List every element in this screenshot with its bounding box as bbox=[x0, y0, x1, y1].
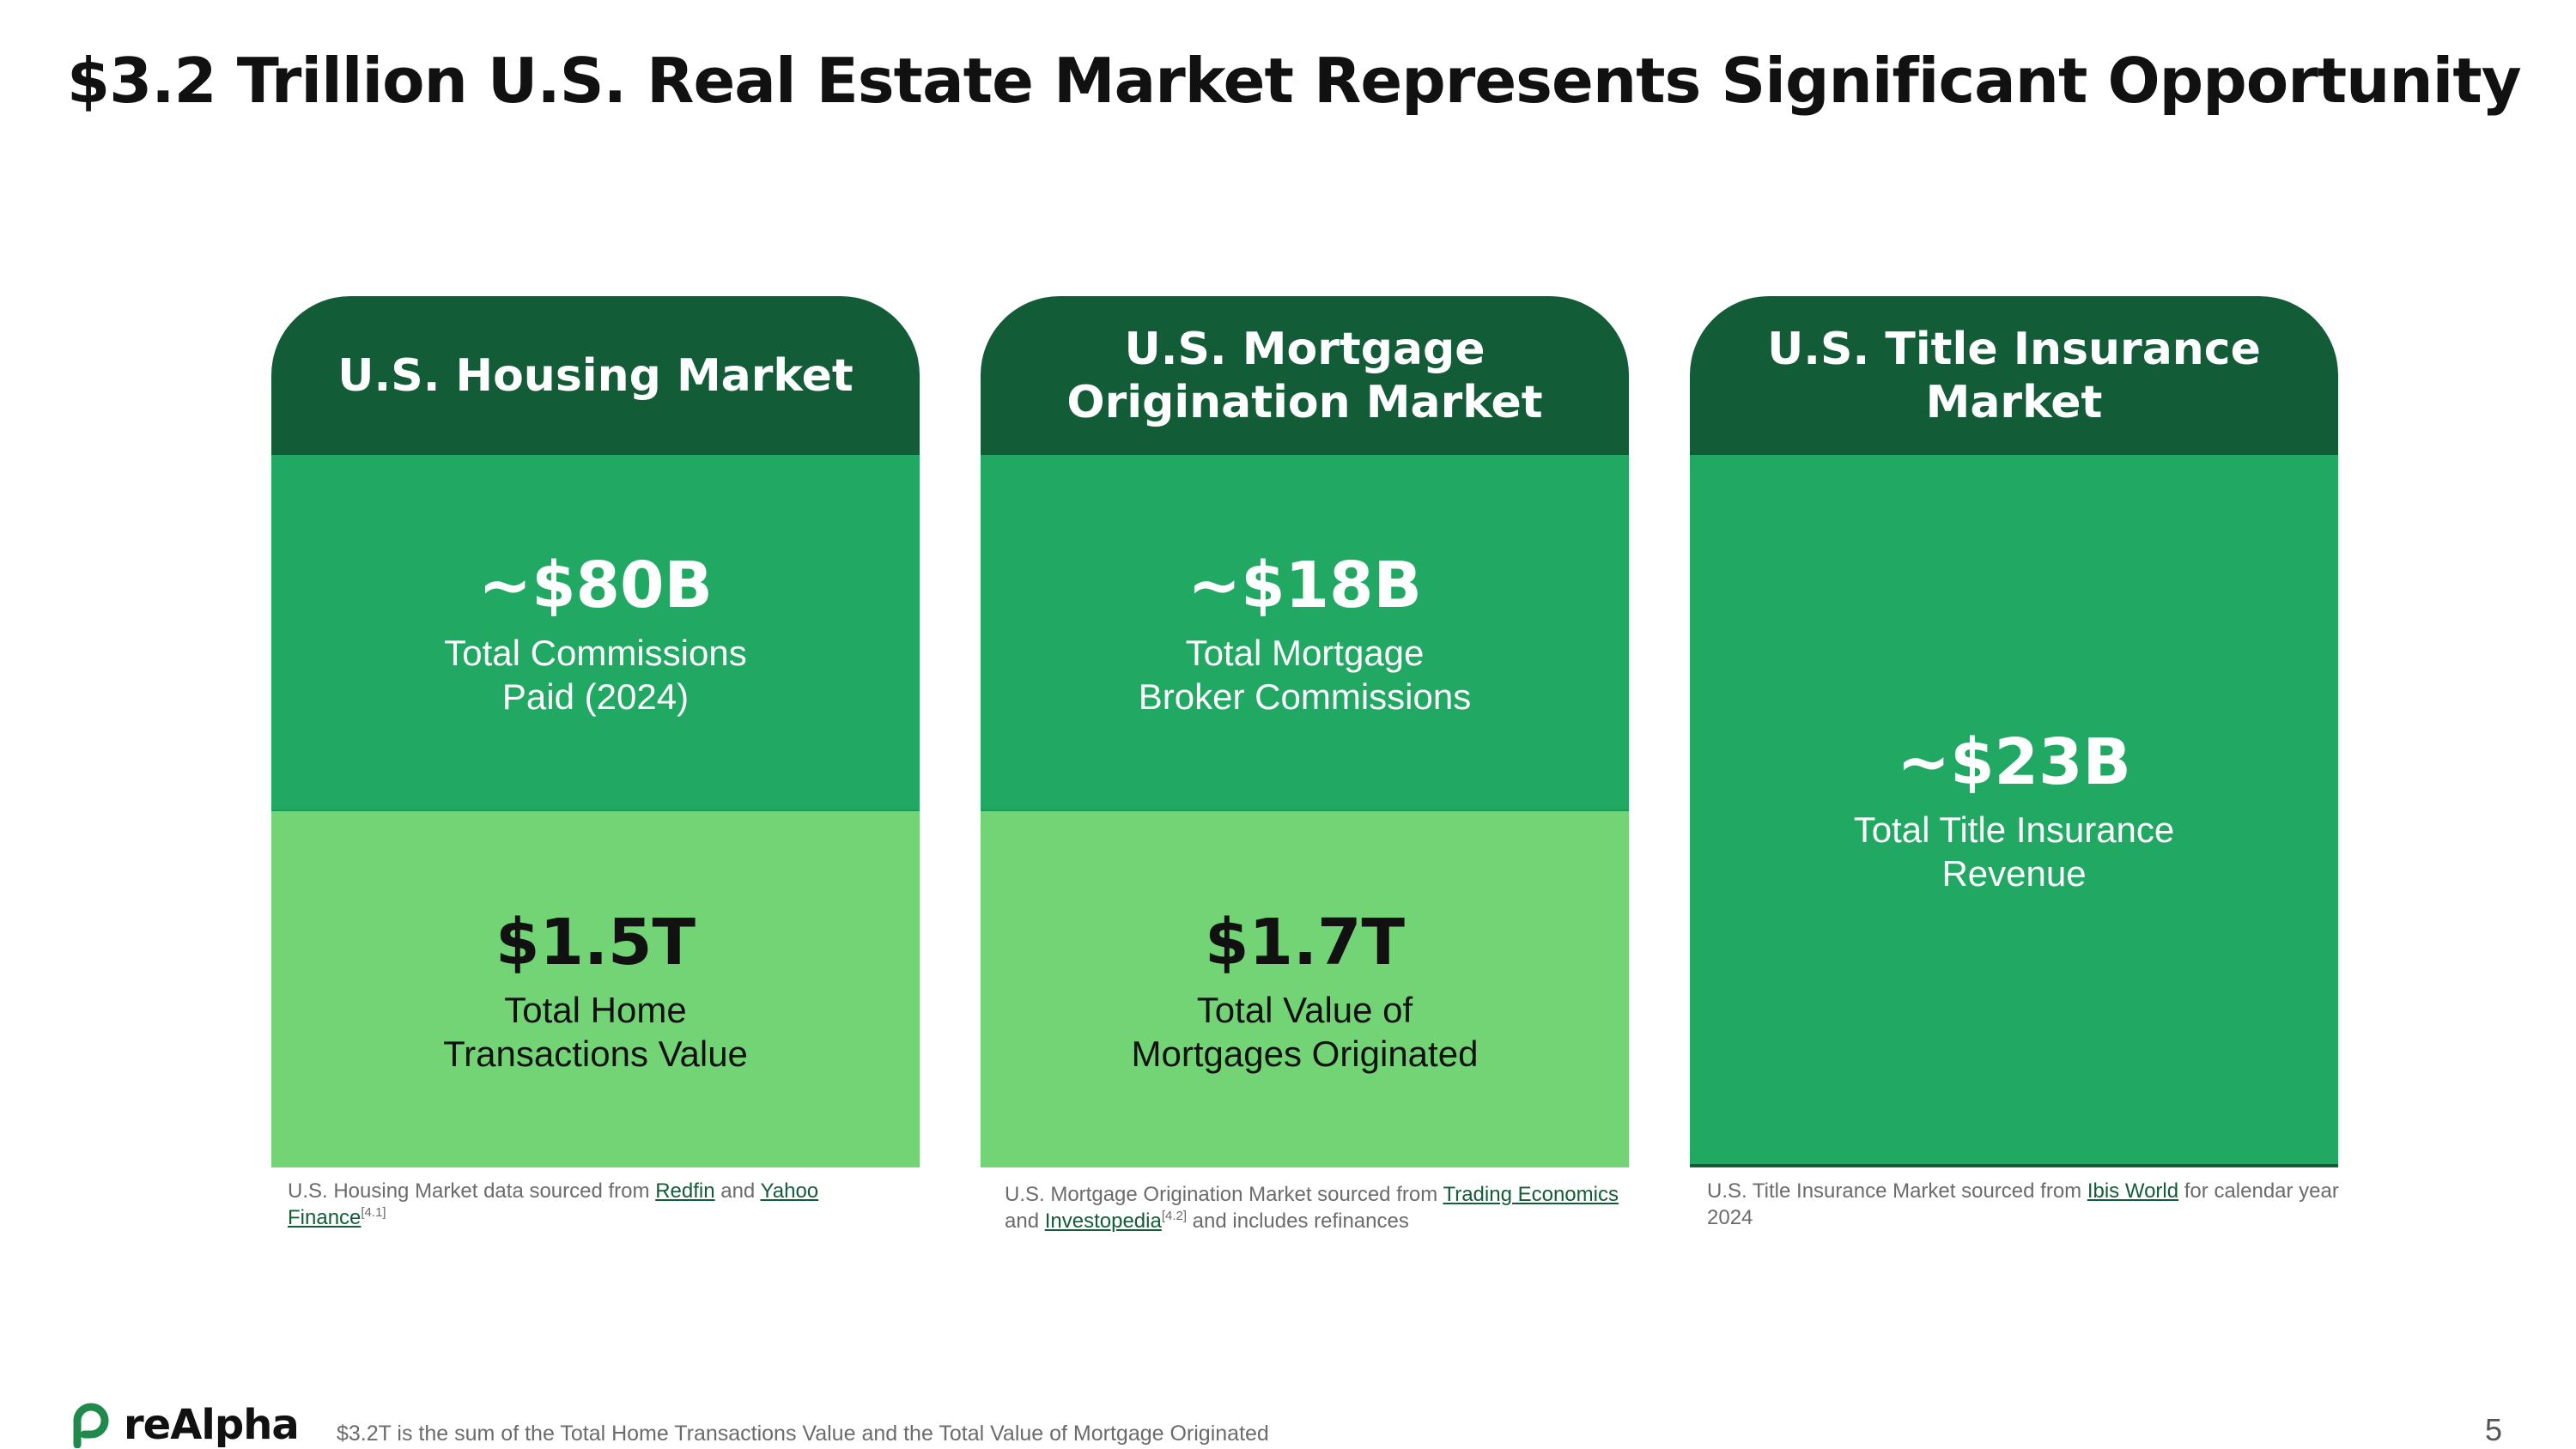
note-text: and includes refinances bbox=[1187, 1210, 1409, 1233]
commissions-segment: ~$80B Total Commissions Paid (2024) bbox=[271, 455, 920, 811]
note-text: and bbox=[714, 1179, 761, 1203]
realpha-logo: reAlpha bbox=[69, 1401, 300, 1449]
realpha-logo-icon bbox=[73, 1403, 109, 1448]
trading-economics-link[interactable]: Trading Economics bbox=[1443, 1183, 1619, 1206]
note-text: U.S. Mortgage Origination Market sourced… bbox=[1005, 1183, 1443, 1206]
stat-label: Total Mortgage Broker Commissions bbox=[1138, 632, 1472, 717]
stat-label: Total Value of Mortgages Originated bbox=[1131, 989, 1479, 1074]
citation-marker: [4.1] bbox=[361, 1205, 386, 1220]
note-text: and bbox=[1005, 1210, 1045, 1233]
broker-commissions-segment: ~$18B Total Mortgage Broker Commissions bbox=[981, 455, 1629, 811]
investopedia-link[interactable]: Investopedia bbox=[1044, 1210, 1162, 1233]
stat-value: ~$80B bbox=[478, 548, 713, 622]
stat-value: $1.5T bbox=[495, 905, 696, 979]
redfin-link[interactable]: Redfin bbox=[655, 1179, 715, 1203]
source-note-title-insurance: U.S. Title Insurance Market sourced from… bbox=[1707, 1178, 2342, 1231]
page-title: $3.2 Trillion U.S. Real Estate Market Re… bbox=[67, 45, 2522, 117]
source-note-mortgage: U.S. Mortgage Origination Market sourced… bbox=[1005, 1181, 1640, 1234]
source-note-housing: U.S. Housing Market data sourced from Re… bbox=[288, 1178, 914, 1231]
card-title-insurance: U.S. Title Insurance Market ~$23B Total … bbox=[1690, 296, 2338, 1167]
transactions-segment: $1.5T Total Home Transactions Value bbox=[271, 811, 920, 1167]
stat-value: ~$23B bbox=[1897, 725, 2131, 799]
card-housing-market: U.S. Housing Market ~$80B Total Commissi… bbox=[271, 296, 920, 1167]
footnote: $3.2T is the sum of the Total Home Trans… bbox=[337, 1422, 1269, 1446]
logo-text: reAlpha bbox=[124, 1401, 300, 1449]
page-number: 5 bbox=[2485, 1412, 2503, 1447]
stat-value: ~$18B bbox=[1188, 548, 1422, 622]
card-header: U.S. Mortgage Origination Market bbox=[981, 296, 1629, 455]
note-text: U.S. Title Insurance Market sourced from bbox=[1707, 1179, 2087, 1203]
card-header: U.S. Title Insurance Market bbox=[1690, 296, 2338, 455]
ibis-world-link[interactable]: Ibis World bbox=[2087, 1179, 2179, 1203]
title-insurance-segment: ~$23B Total Title Insurance Revenue bbox=[1690, 455, 2338, 1167]
stat-label: Total Title Insurance Revenue bbox=[1853, 809, 2175, 894]
card-mortgage-origination: U.S. Mortgage Origination Market ~$18B T… bbox=[981, 296, 1629, 1167]
citation-marker: [4.2] bbox=[1161, 1209, 1188, 1223]
yahoo-finance-link[interactable]: Yahoo Finance bbox=[288, 1179, 819, 1229]
stat-label: Total Home Transactions Value bbox=[443, 989, 748, 1074]
note-text: U.S. Housing Market data sourced from bbox=[288, 1179, 656, 1203]
note-text: for calendar year 2024 bbox=[1707, 1179, 2339, 1229]
card-header: U.S. Housing Market bbox=[271, 296, 920, 455]
stat-label: Total Commissions Paid (2024) bbox=[444, 632, 747, 717]
stat-value: $1.7T bbox=[1204, 905, 1406, 979]
mortgages-originated-segment: $1.7T Total Value of Mortgages Originate… bbox=[981, 811, 1629, 1167]
